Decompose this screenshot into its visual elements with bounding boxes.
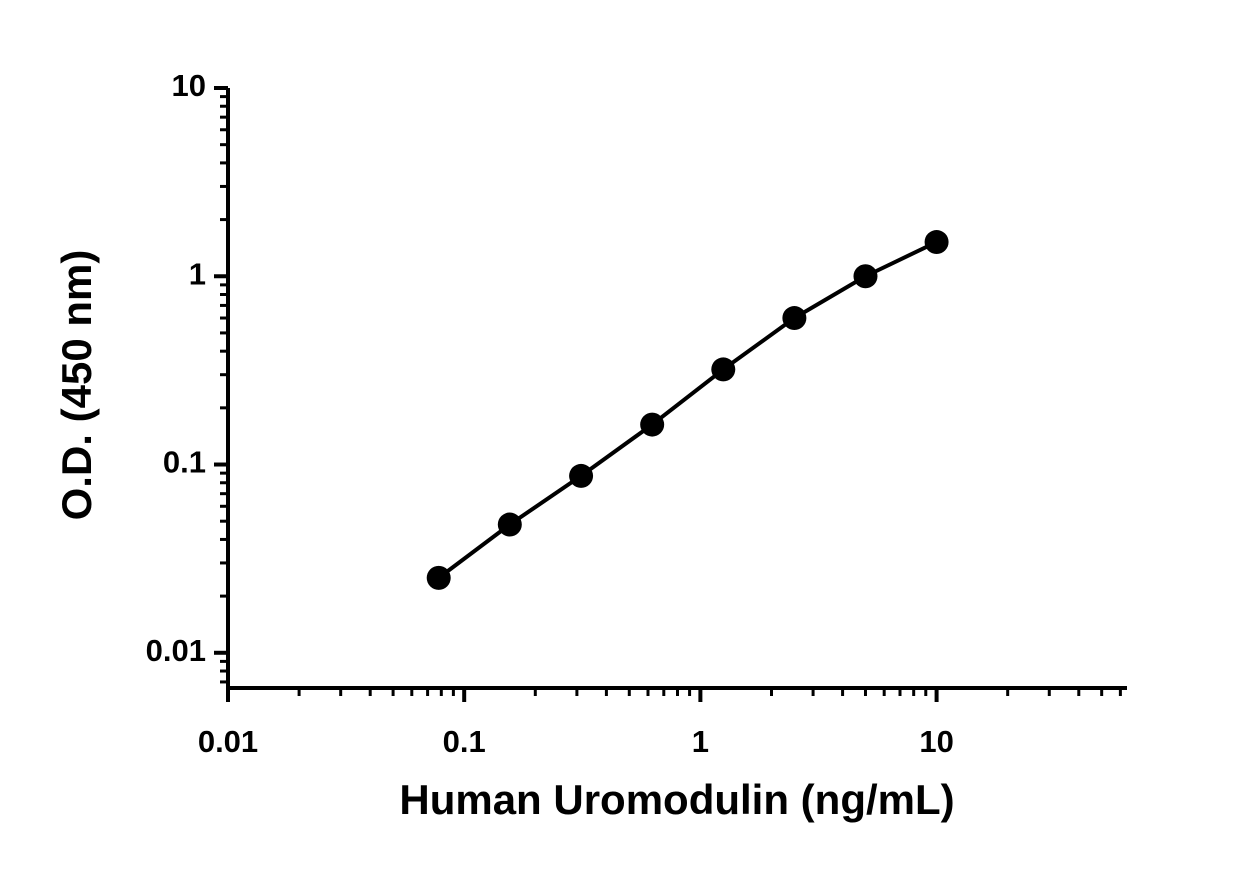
data-point <box>569 463 594 488</box>
data-point <box>711 357 736 382</box>
data-point <box>426 565 451 590</box>
x-tick-label: 1 <box>692 724 709 759</box>
y-axis-title: O.D. (450 nm) <box>53 250 100 521</box>
x-tick-label: 10 <box>919 724 953 759</box>
x-tick-label: 0.01 <box>198 724 258 759</box>
x-axis-title: Human Uromodulin (ng/mL) <box>399 776 954 823</box>
y-tick-label: 0.1 <box>163 445 206 480</box>
data-point <box>640 412 665 437</box>
y-tick-label: 10 <box>172 68 206 103</box>
data-point <box>924 230 949 255</box>
x-tick-label: 0.1 <box>443 724 486 759</box>
data-point <box>497 512 522 537</box>
data-point <box>853 264 878 289</box>
y-tick-label: 1 <box>189 256 206 291</box>
curve <box>437 240 938 580</box>
data-point <box>782 306 807 331</box>
y-tick-label: 0.01 <box>146 633 206 668</box>
